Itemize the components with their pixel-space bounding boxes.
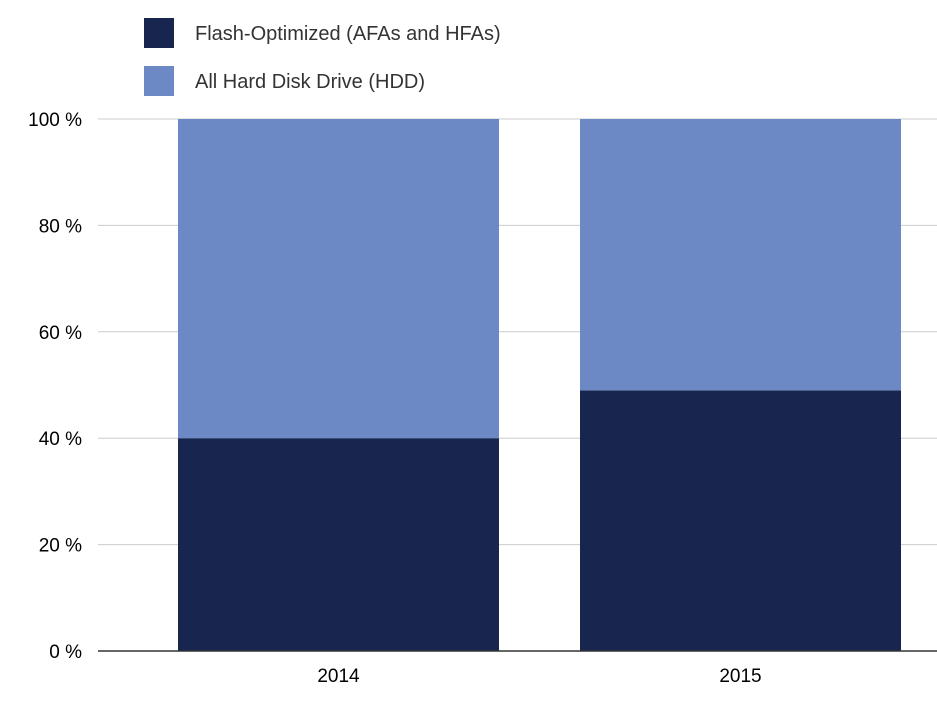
bars bbox=[178, 119, 901, 651]
y-tick-label-0: 0 % bbox=[49, 642, 82, 663]
tick-labels: 0 % 20 % 40 % 60 % 80 % 100 % 2014 2015 bbox=[28, 110, 762, 687]
y-tick-label-20: 20 % bbox=[39, 536, 82, 557]
legend-swatch-2 bbox=[144, 66, 174, 96]
y-tick-label-60: 60 % bbox=[39, 323, 82, 344]
bar-2015-series-1 bbox=[580, 390, 901, 651]
y-tick-label-100: 100 % bbox=[28, 110, 82, 131]
bar-2014-series-1 bbox=[178, 438, 499, 651]
x-tick-label-2015: 2015 bbox=[719, 666, 761, 687]
y-tick-label-40: 40 % bbox=[39, 429, 82, 450]
y-tick-label-80: 80 % bbox=[39, 216, 82, 237]
legend-label-1: Flash-Optimized (AFAs and HFAs) bbox=[195, 23, 501, 45]
legend: Flash-Optimized (AFAs and HFAs) All Hard … bbox=[144, 18, 501, 96]
bar-2015-series-2 bbox=[580, 119, 901, 391]
x-tick-label-2014: 2014 bbox=[317, 666, 360, 687]
bar-2014-series-2 bbox=[178, 119, 499, 439]
legend-label-2: All Hard Disk Drive (HDD) bbox=[195, 71, 425, 93]
legend-swatch-1 bbox=[144, 18, 174, 48]
